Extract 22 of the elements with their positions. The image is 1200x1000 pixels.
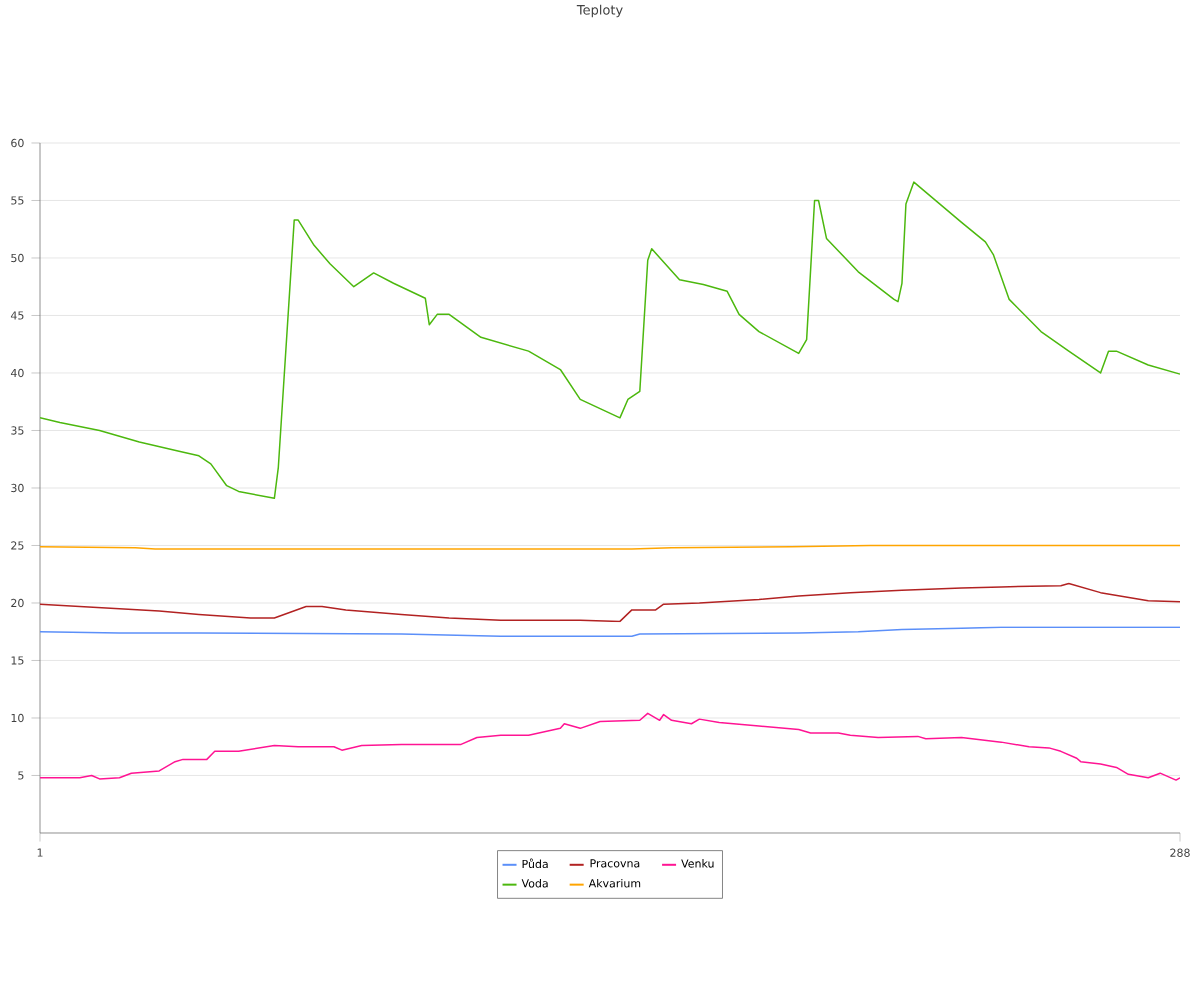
x-tick-label: 288	[1170, 848, 1190, 857]
legend-label: Pracovna	[590, 859, 640, 868]
y-tick-label: 10	[11, 713, 24, 723]
y-tick-label: 35	[11, 426, 24, 435]
y-tick-label: 15	[11, 656, 24, 665]
y-tick-label: 20	[11, 598, 24, 608]
y-tick-label: 5	[18, 771, 24, 780]
legend-label: Akvarium	[588, 878, 641, 888]
legend-label: Voda	[521, 878, 548, 888]
y-tick-label: 60	[11, 138, 24, 148]
y-tick-label: 40	[10, 368, 24, 378]
line-series	[40, 626, 1181, 638]
legend-label: Venku	[681, 859, 714, 868]
chart-title: Teploty	[576, 4, 623, 18]
y-tick-label: 50	[11, 253, 24, 263]
y-tick-label: 55	[11, 196, 24, 205]
x-tick-label: 1	[37, 848, 43, 857]
y-tick-label: 45	[10, 311, 24, 320]
y-tick-label: 25	[11, 541, 24, 550]
y-tick-label: 30	[11, 483, 24, 493]
line-series	[40, 181, 1181, 500]
legend-label: Půda	[522, 858, 548, 869]
